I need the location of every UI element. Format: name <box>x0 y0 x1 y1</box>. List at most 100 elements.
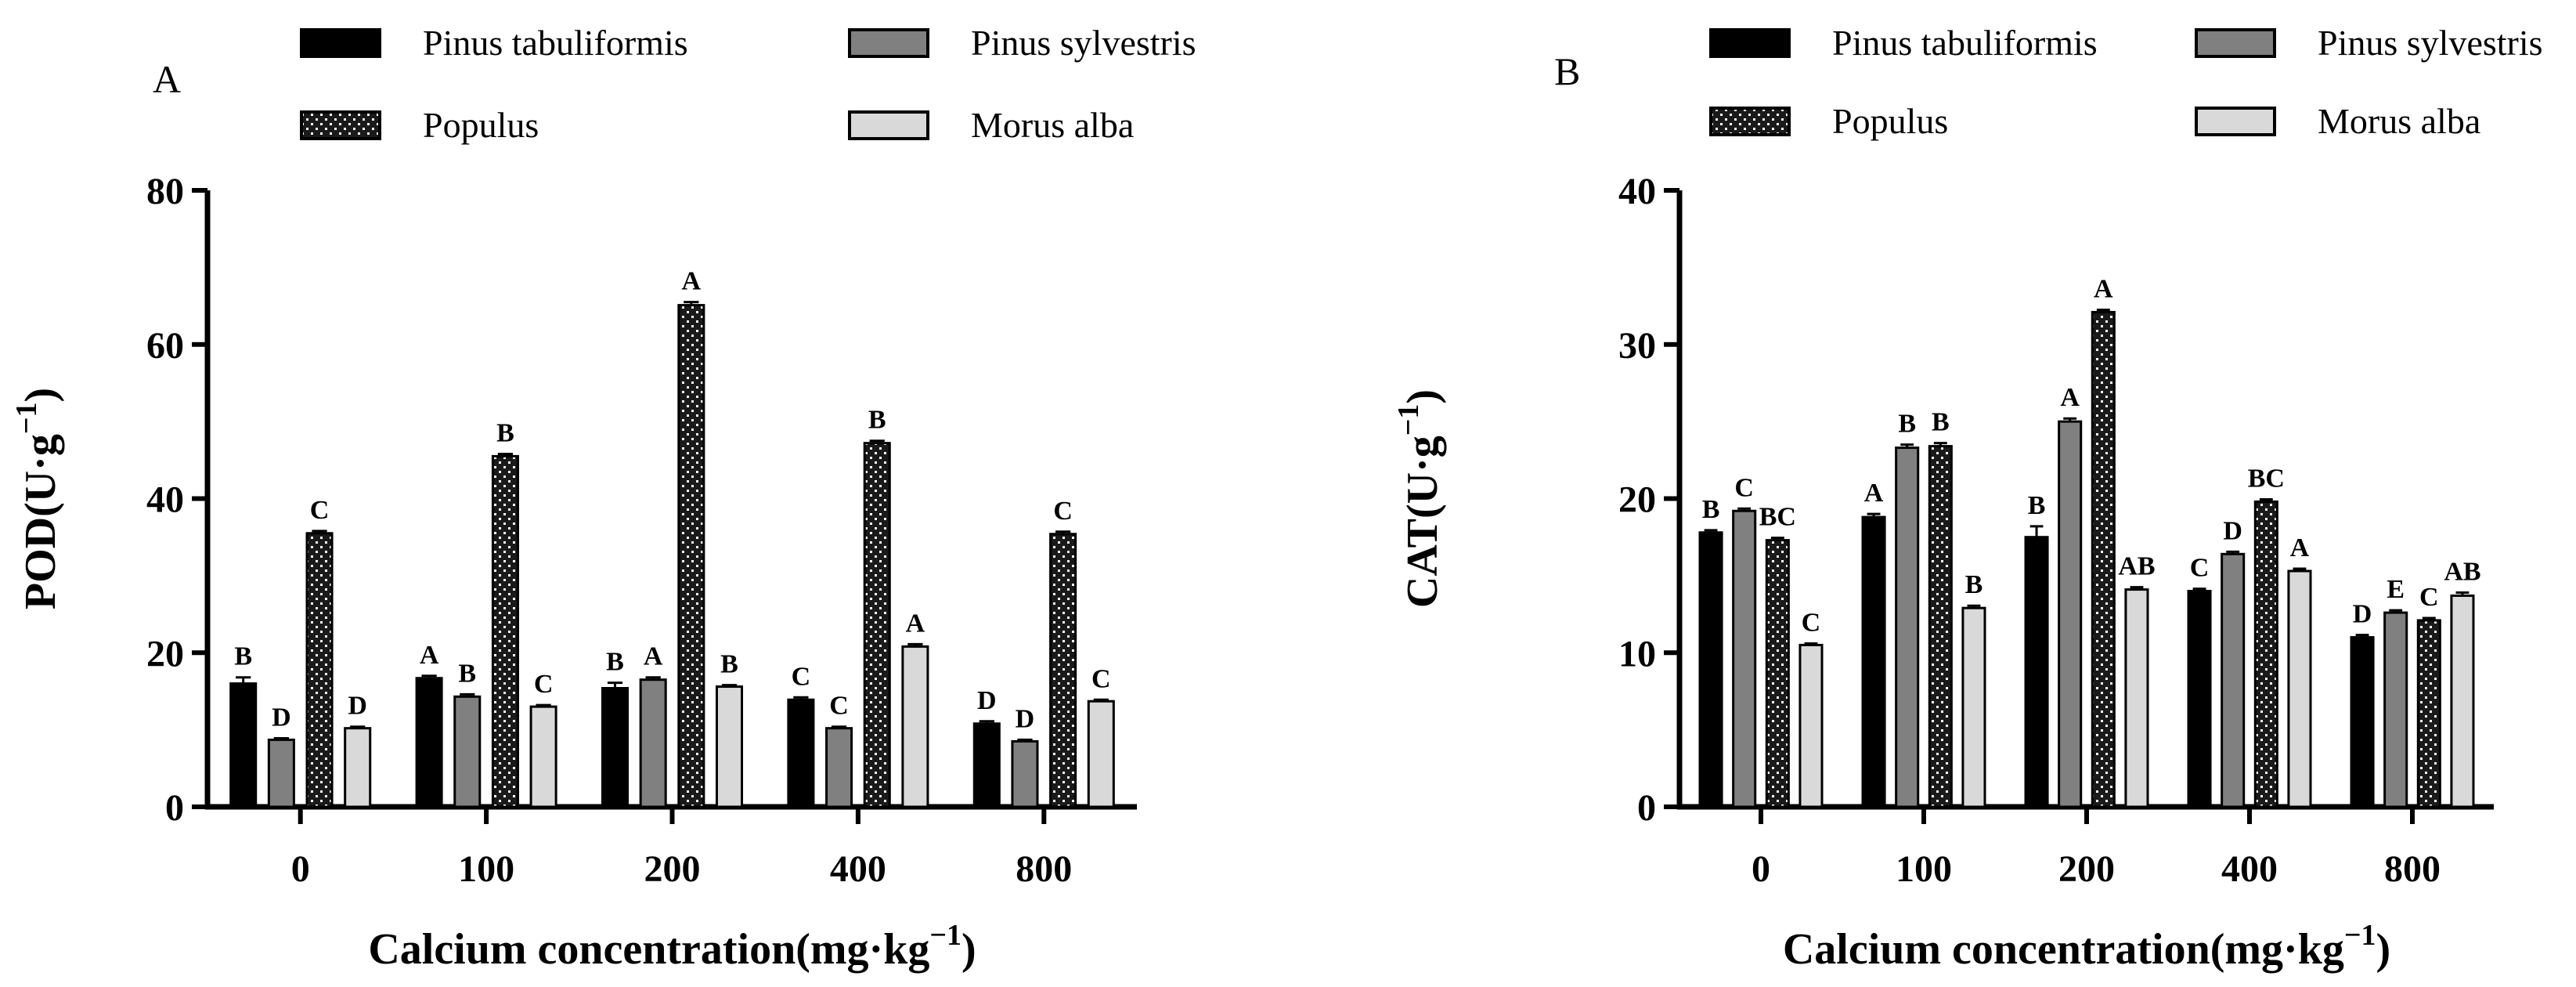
chart-panel-a: A Pinus tabuliformis Pinus sylvestris Popul… <box>10 23 1196 974</box>
significance-label: AB <box>2118 552 2155 581</box>
bar <box>1895 446 1920 808</box>
y-axis-title: POD(U·g−1) <box>10 388 65 609</box>
legend-swatch <box>1709 107 1791 136</box>
chart-panel-b: B Pinus tabuliformis Pinus sylvestris Popul… <box>1392 23 2543 974</box>
y-tick-label: 10 <box>1618 633 1656 674</box>
bar <box>901 645 929 808</box>
x-tick-label: 100 <box>458 848 514 890</box>
bar <box>1765 539 1790 808</box>
significance-label: C <box>1734 473 1754 502</box>
legend-label: Populus <box>1832 101 1948 141</box>
bar <box>2416 619 2441 808</box>
significance-label: C <box>2419 583 2439 612</box>
significance-label: B <box>1702 495 1720 524</box>
significance-label: C <box>2190 554 2210 583</box>
bar <box>2187 590 2212 808</box>
bar <box>639 678 667 808</box>
bar <box>601 687 630 808</box>
x-tick-label: 100 <box>1896 848 1952 890</box>
bar <box>2383 611 2408 808</box>
bar <box>305 532 334 808</box>
panel-letter: B <box>1554 49 1580 93</box>
legend-label: Pinus sylvestris <box>2318 23 2543 63</box>
significance-label: AB <box>2444 558 2480 587</box>
bar <box>2253 500 2278 808</box>
bar <box>715 685 744 808</box>
bar <box>1961 606 1986 808</box>
y-axis-title: CAT(U·g−1) <box>1392 389 1447 608</box>
y-tick-label: 0 <box>165 787 184 829</box>
x-tick-label: 0 <box>291 848 310 890</box>
significance-label: B <box>458 659 476 688</box>
x-axis-title-close: ) <box>2376 925 2391 974</box>
y-axis-title-close: ) <box>1398 389 1447 404</box>
x-tick-label: 400 <box>830 848 886 890</box>
significance-label: B <box>1932 408 1950 437</box>
significance-label: A <box>906 609 925 638</box>
y-tick-label: 80 <box>146 171 184 212</box>
bar <box>229 682 258 808</box>
legend-swatch <box>2195 107 2276 136</box>
bar <box>529 705 557 808</box>
bar <box>2450 594 2475 808</box>
bar <box>2287 569 2312 808</box>
significance-label: E <box>2387 575 2405 604</box>
x-tick-label: 200 <box>644 848 701 890</box>
significance-label: D <box>272 703 291 732</box>
y-axis-title-sup: −1 <box>1392 404 1425 436</box>
y-axis-title-text: POD(U·g <box>16 434 65 609</box>
significance-label: A <box>2290 533 2310 562</box>
x-axis-title-sup: −1 <box>2344 919 2376 952</box>
y-tick-label: 0 <box>1637 787 1656 829</box>
legend-label: Populus <box>423 105 539 145</box>
significance-label: BC <box>2248 464 2285 493</box>
x-tick-label: 800 <box>2384 848 2441 890</box>
legend-swatch <box>848 28 929 58</box>
bar <box>677 304 705 808</box>
legend-label: Morus alba <box>971 105 1134 145</box>
bar <box>2221 552 2246 808</box>
significance-label: A <box>682 267 702 296</box>
legend-swatch <box>1709 28 1791 58</box>
bar <box>825 727 853 808</box>
significance-label: D <box>348 692 367 721</box>
panel-letter: A <box>153 57 181 101</box>
x-tick-label: 800 <box>1016 848 1072 890</box>
significance-label: B <box>234 642 252 671</box>
bar <box>2024 536 2049 808</box>
legend-swatch <box>848 110 929 140</box>
legend-swatch <box>300 28 381 58</box>
bar <box>1698 531 1723 808</box>
legend-label: Pinus sylvestris <box>971 23 1196 63</box>
x-axis-title-close: ) <box>961 925 976 974</box>
x-axis-title-text: Calcium concentration(mg·kg <box>368 925 929 974</box>
legend-swatch <box>300 110 381 140</box>
bar <box>453 695 482 808</box>
significance-label: B <box>1965 570 1983 599</box>
bar <box>2350 636 2375 808</box>
significance-label: D <box>977 686 997 715</box>
bar <box>863 442 891 808</box>
significance-label: A <box>420 641 439 670</box>
y-tick-label: 20 <box>146 633 184 674</box>
significance-label: D <box>2223 516 2242 545</box>
x-axis-title-sup: −1 <box>929 919 961 952</box>
significance-label: C <box>829 692 849 721</box>
x-tick-label: 400 <box>2221 848 2278 890</box>
bar <box>1049 533 1077 808</box>
y-tick-label: 20 <box>1618 479 1656 521</box>
significance-label: A <box>2094 274 2113 303</box>
significance-label: C <box>1091 664 1111 693</box>
significance-label: B <box>496 418 514 447</box>
x-axis-title-text: Calcium concentration(mg·kg <box>1783 925 2344 974</box>
x-axis-title: Calcium concentration(mg·kg−1) <box>1783 919 2390 974</box>
y-axis-title-close: ) <box>16 388 65 403</box>
legend-swatch <box>2195 28 2276 58</box>
significance-label: C <box>1802 608 1821 637</box>
bar <box>1861 515 1886 808</box>
x-tick-label: 200 <box>2058 848 2115 890</box>
bar <box>1087 700 1115 808</box>
bar <box>491 454 519 808</box>
bar <box>2124 588 2149 808</box>
